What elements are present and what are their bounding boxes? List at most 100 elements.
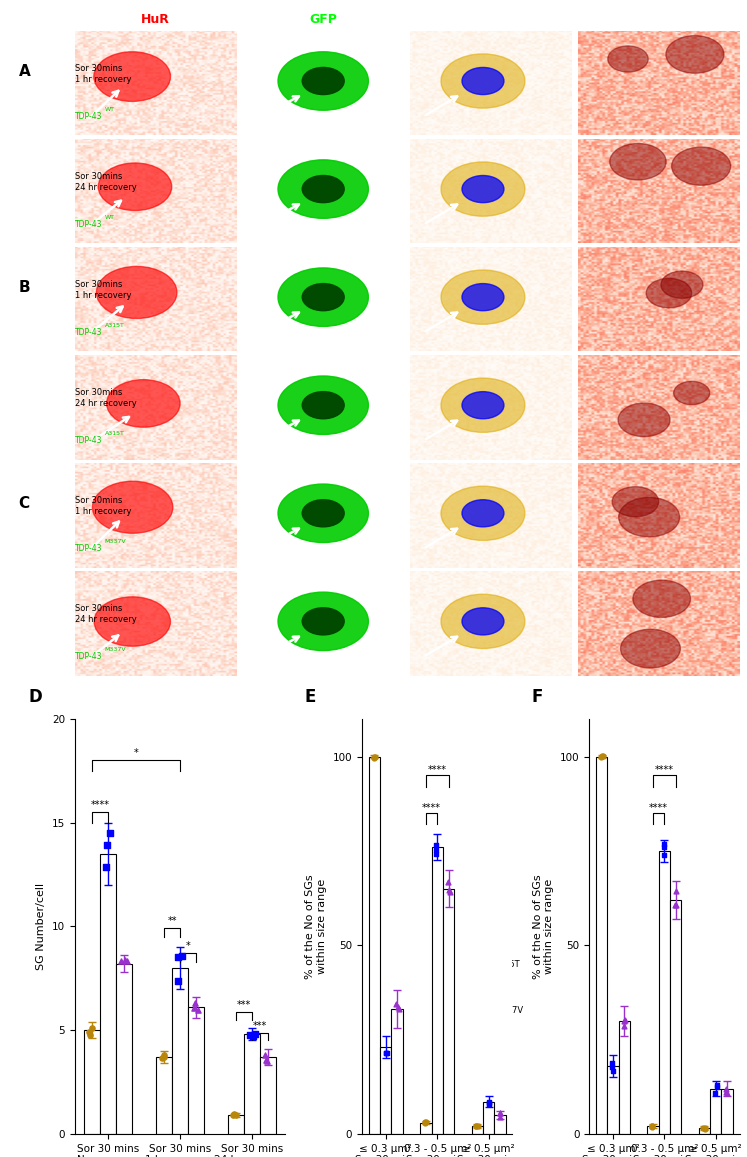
Circle shape (441, 54, 525, 108)
Y-axis label: % of the No of SGs
within size range: % of the No of SGs within size range (306, 874, 327, 979)
Circle shape (441, 162, 525, 216)
Circle shape (278, 376, 368, 434)
Circle shape (462, 500, 504, 526)
Circle shape (612, 487, 659, 517)
Text: ****: **** (655, 765, 674, 775)
Point (379, 1045, 391, 1063)
Point (483, 1095, 495, 1113)
Point (720, 1079, 732, 1098)
Point (192, 1001, 204, 1019)
Bar (172, 968, 188, 1134)
Text: B: B (19, 280, 31, 295)
Point (670, 896, 682, 914)
Point (390, 995, 402, 1014)
Circle shape (99, 163, 172, 211)
Bar (244, 1034, 260, 1134)
Circle shape (672, 147, 731, 185)
Circle shape (462, 67, 504, 95)
Point (156, 1049, 168, 1068)
Text: C: C (19, 496, 30, 511)
Point (187, 998, 199, 1017)
Circle shape (633, 580, 690, 618)
Text: A: A (19, 64, 31, 79)
Circle shape (107, 379, 180, 427)
Circle shape (278, 160, 368, 219)
Text: TDP-43: TDP-43 (75, 112, 102, 121)
Point (607, 1057, 619, 1076)
Point (618, 1012, 630, 1031)
Text: A315T: A315T (105, 323, 125, 329)
Bar (619, 1020, 630, 1134)
Text: ***: *** (252, 1022, 267, 1031)
Point (86, 1018, 98, 1037)
Point (229, 1106, 241, 1125)
Point (443, 882, 455, 900)
Point (658, 835, 670, 854)
Point (247, 1026, 259, 1045)
Text: E: E (305, 688, 316, 706)
Text: Merge: Merge (469, 13, 513, 25)
Bar (421, 1122, 432, 1134)
Bar (156, 1057, 172, 1134)
Circle shape (646, 279, 692, 308)
Text: TDP-43: TDP-43 (446, 972, 486, 981)
Point (697, 1119, 709, 1137)
Point (669, 896, 681, 914)
Text: TDP-43: TDP-43 (446, 933, 486, 943)
Point (421, 1113, 433, 1132)
Circle shape (608, 46, 648, 72)
Point (104, 824, 116, 842)
Bar (648, 1126, 659, 1134)
Text: TDP-43: TDP-43 (75, 220, 102, 229)
Point (249, 1025, 261, 1044)
Bar (427, 967, 438, 986)
Bar (380, 1047, 391, 1134)
Text: *: * (185, 942, 190, 951)
Point (172, 972, 184, 990)
Text: HuR: HuR (141, 13, 170, 25)
Text: ****: **** (90, 801, 110, 810)
Text: M337V: M337V (494, 1007, 523, 1015)
Point (618, 1017, 630, 1036)
Circle shape (278, 268, 368, 326)
Text: TDP-43: TDP-43 (75, 329, 102, 337)
Text: WT: WT (105, 215, 114, 220)
Point (494, 1104, 506, 1122)
Circle shape (619, 498, 680, 537)
Text: ****: **** (649, 803, 668, 812)
Point (699, 1119, 711, 1137)
Circle shape (674, 382, 710, 405)
Point (711, 1076, 723, 1095)
Circle shape (303, 607, 344, 635)
Circle shape (661, 271, 703, 299)
Circle shape (303, 176, 344, 202)
Text: A315T: A315T (494, 959, 521, 968)
Point (658, 846, 670, 864)
Point (392, 998, 404, 1017)
Point (607, 1054, 619, 1073)
Text: TDP-43: TDP-43 (75, 436, 102, 445)
Text: A315T: A315T (105, 432, 125, 436)
Circle shape (462, 176, 504, 202)
Circle shape (278, 52, 368, 110)
Point (669, 882, 681, 900)
Text: TDP-43: TDP-43 (446, 1018, 486, 1029)
Text: Sor 30mins
24 hr recovery: Sor 30mins 24 hr recovery (75, 604, 137, 624)
Point (430, 845, 442, 863)
Point (176, 948, 188, 966)
Point (158, 1047, 170, 1066)
Point (595, 747, 607, 766)
Text: WT: WT (494, 921, 507, 930)
Point (472, 1117, 484, 1135)
Text: Sor 30mins
24 hr recovery: Sor 30mins 24 hr recovery (75, 389, 137, 407)
Bar (229, 1115, 244, 1134)
Circle shape (303, 500, 344, 526)
Text: Sor 30mins
1 hr recovery: Sor 30mins 1 hr recovery (75, 64, 131, 83)
Circle shape (618, 403, 670, 436)
Point (659, 838, 671, 856)
Point (393, 1000, 405, 1018)
Y-axis label: % of the No of SGs
within size range: % of the No of SGs within size range (533, 874, 554, 979)
Point (710, 1083, 722, 1101)
Circle shape (94, 52, 170, 102)
Point (646, 1118, 658, 1136)
